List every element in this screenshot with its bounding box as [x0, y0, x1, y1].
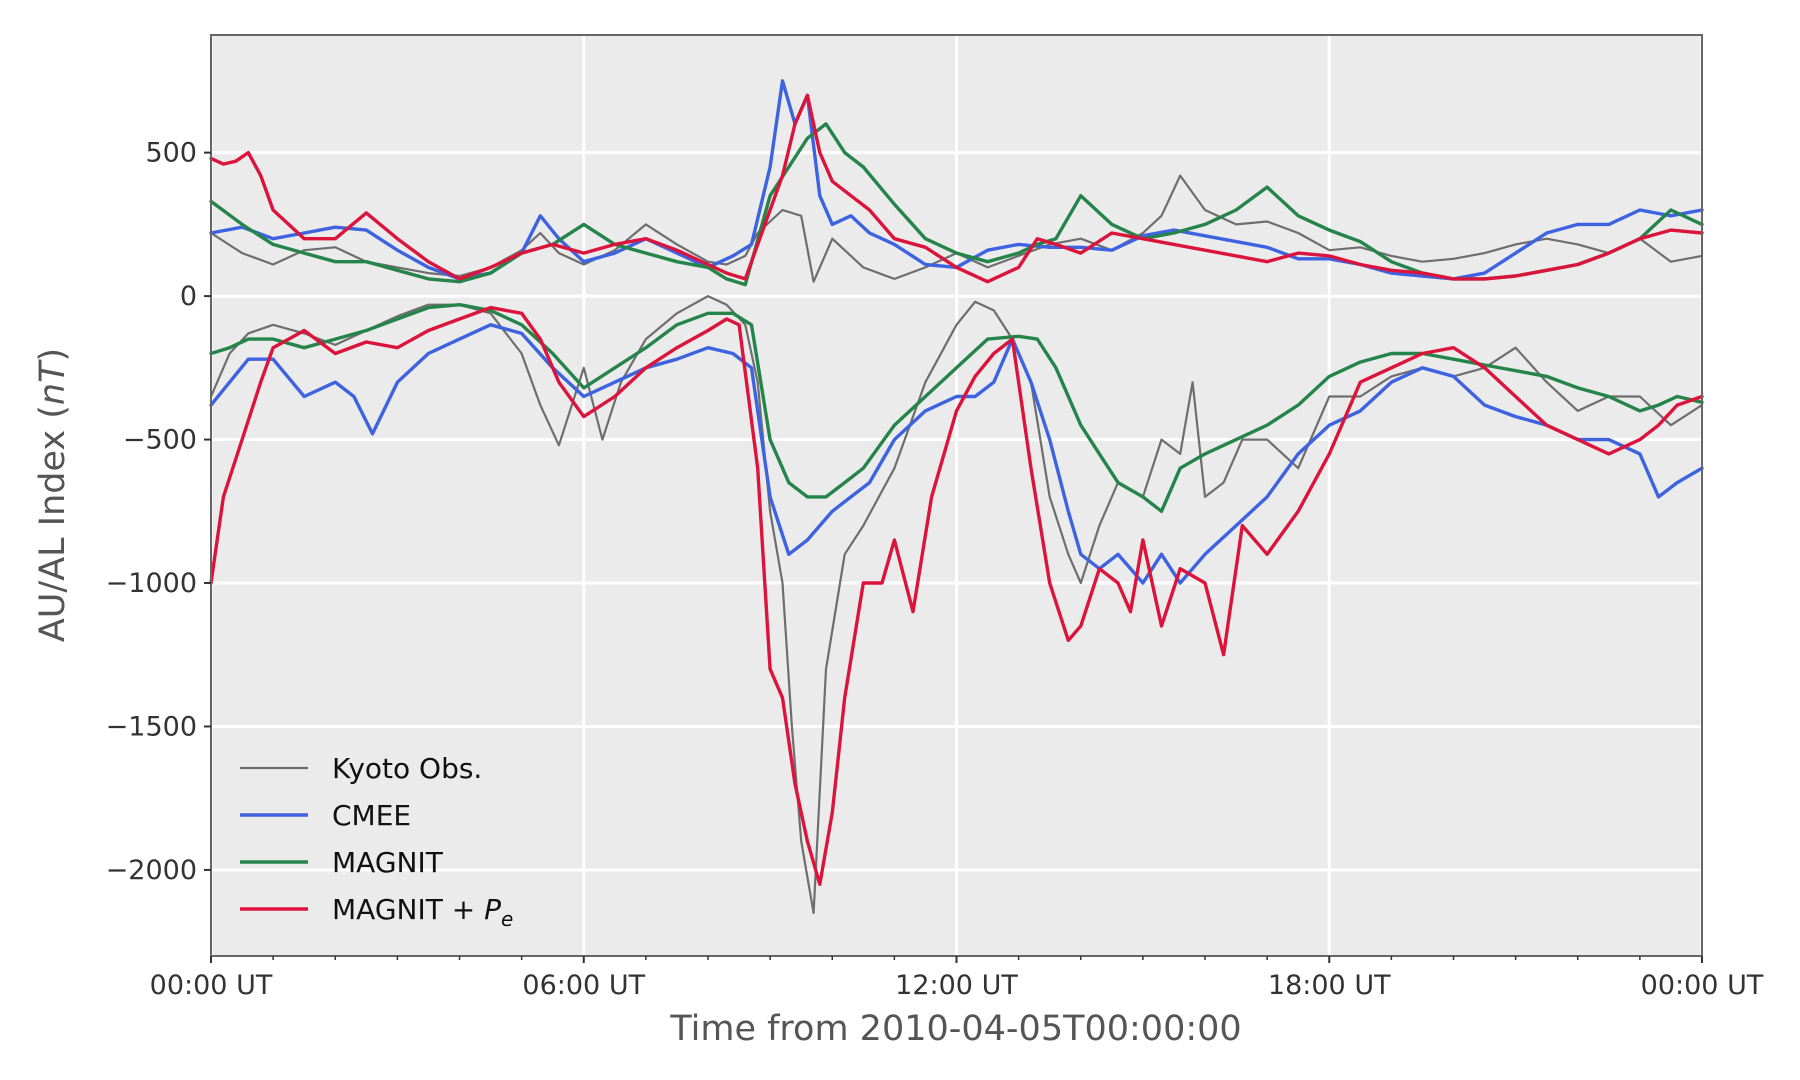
- series-0-lower-line: [209, 295, 1704, 915]
- y-axis-label: AU/AL Index (nT): [33, 348, 73, 642]
- legend-label: MAGNIT: [332, 846, 444, 879]
- legend-label: Kyoto Obs.: [332, 752, 482, 785]
- x-tick-label: 12:00 UT: [895, 970, 1018, 1001]
- y-tick-label: −1500: [106, 711, 197, 742]
- series-2-lower-line: [209, 303, 1704, 513]
- y-axis-label-text: AU/AL Index: [33, 430, 73, 642]
- y-tick-label: 500: [145, 138, 197, 169]
- y-tick-label: −1000: [106, 568, 197, 599]
- y-tick-label: −2000: [106, 855, 197, 886]
- series-3-lower-line: [209, 305, 1704, 886]
- y-tick-label: 0: [180, 281, 197, 312]
- x-tick-label: 00:00 UT: [150, 970, 273, 1001]
- x-tick-label: 00:00 UT: [1641, 970, 1764, 1001]
- series-lines: [209, 79, 1704, 915]
- legend: Kyoto Obs. CMEE MAGNIT MAGNIT + Pe: [240, 752, 513, 931]
- legend-label: CMEE: [332, 799, 411, 832]
- y-tick-label: −500: [123, 425, 197, 456]
- axis-ticks: 00:00 UT 06:00 UT 12:00 UT 18:00 UT 00:00 UT…: [106, 138, 1764, 1001]
- x-tick-label: 06:00 UT: [522, 970, 645, 1001]
- legend-label: MAGNIT + Pe: [332, 893, 513, 931]
- y-axis-label-unit: nT: [33, 359, 73, 405]
- x-axis-label: Time from 2010-04-05T00:00:00: [669, 1009, 1241, 1049]
- grid-lines: [209, 35, 1704, 956]
- series-1-lower-line: [209, 323, 1704, 585]
- x-tick-label: 18:00 UT: [1268, 970, 1391, 1001]
- series-3-upper-line: [209, 93, 1704, 284]
